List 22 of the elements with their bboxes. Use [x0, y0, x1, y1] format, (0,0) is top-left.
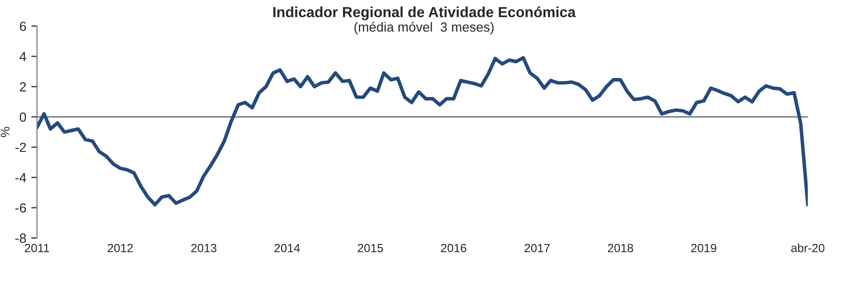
y-tick-label: 4	[20, 52, 26, 62]
x-tick-label: 2011	[24, 244, 50, 252]
x-tick-label: 2017	[524, 244, 550, 252]
chart-subtitle: (média móvel 3 meses)	[354, 22, 494, 34]
y-tick-label: -6	[15, 203, 26, 213]
x-tick-label: 2013	[191, 244, 216, 252]
x-tick-label: abr-20	[791, 244, 824, 252]
x-tick-label: 2018	[608, 244, 634, 252]
x-tick-label: 2015	[358, 244, 383, 252]
y-tick-label: 6	[20, 22, 26, 31]
line-series	[36, 56, 808, 206]
chart-title: Indicador Regional de Atividade Económica	[273, 6, 576, 20]
x-tick-label: 2019	[691, 244, 716, 252]
y-axis-title: %	[0, 126, 10, 138]
y-tick-label: -2	[15, 142, 26, 152]
x-tick-label: 2012	[108, 244, 133, 252]
y-tick-label: -4	[15, 173, 26, 182]
y-tick-label: 0	[20, 112, 26, 122]
y-tick-label: -8	[15, 234, 26, 243]
x-tick-label: 2014	[274, 244, 300, 252]
y-tick-label: 2	[20, 82, 26, 92]
x-tick-label: 2016	[441, 244, 466, 252]
